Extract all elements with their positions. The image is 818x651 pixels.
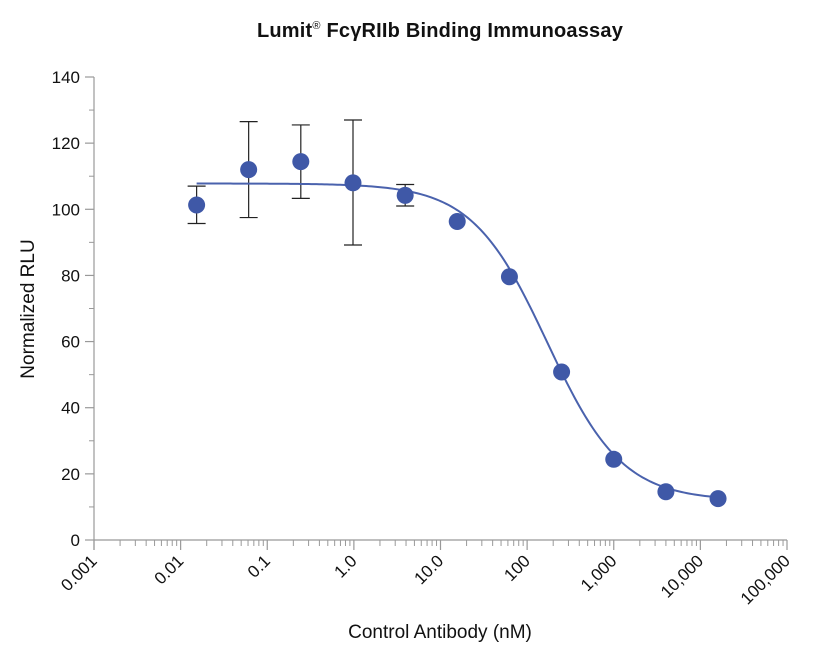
chart-title-suffix: FcγRIIb Binding Immunoassay [320,20,624,42]
x-tick-label: 0.001 [57,551,101,595]
data-point [657,483,675,501]
y-axis-title: Normalized RLU [18,239,39,378]
x-tick-label: 1.0 [331,551,361,581]
fit-curve [196,182,719,499]
data-point [396,186,414,204]
x-tick-label: 0.1 [244,551,274,581]
data-point [448,213,466,231]
y-tick-label: 140 [52,68,80,87]
data-points [188,153,727,508]
axes: 0 20 40 60 80 100 120 140 0.001 0.01 0.1 1.0 10.0 100… [52,68,794,608]
chart-title-prefix: Lumit [256,20,313,42]
y-tick-label: 100 [52,200,80,219]
x-tick-label: 100 [500,551,533,584]
data-point [605,450,623,468]
data-point [292,153,310,171]
data-point [344,174,362,192]
chart-title-registered-mark: ® [312,20,321,32]
x-tick-label: 100,000 [737,551,794,608]
data-point [709,490,727,508]
y-tick-label: 0 [71,531,80,550]
y-tick-label: 120 [52,134,80,153]
y-tick-label: 40 [61,399,80,418]
error-bars [187,119,415,246]
data-point [500,268,518,286]
y-tick-label: 80 [61,266,80,285]
x-tick-label: 0.01 [151,551,188,588]
data-point [240,161,258,179]
x-tick-label: 10.0 [410,551,447,588]
x-tick-label: 1,000 [577,551,621,595]
data-point [188,196,206,214]
y-tick-label: 20 [61,465,80,484]
data-point [553,363,571,381]
x-axis-title: Control Antibody (nM) [348,622,532,643]
fit-curve-layer [196,182,719,499]
x-tick-label: 10,000 [657,551,707,601]
y-tick-label: 60 [61,333,80,352]
chart-title: Lumit® FcγRIIb Binding Immunoassay [0,20,818,43]
